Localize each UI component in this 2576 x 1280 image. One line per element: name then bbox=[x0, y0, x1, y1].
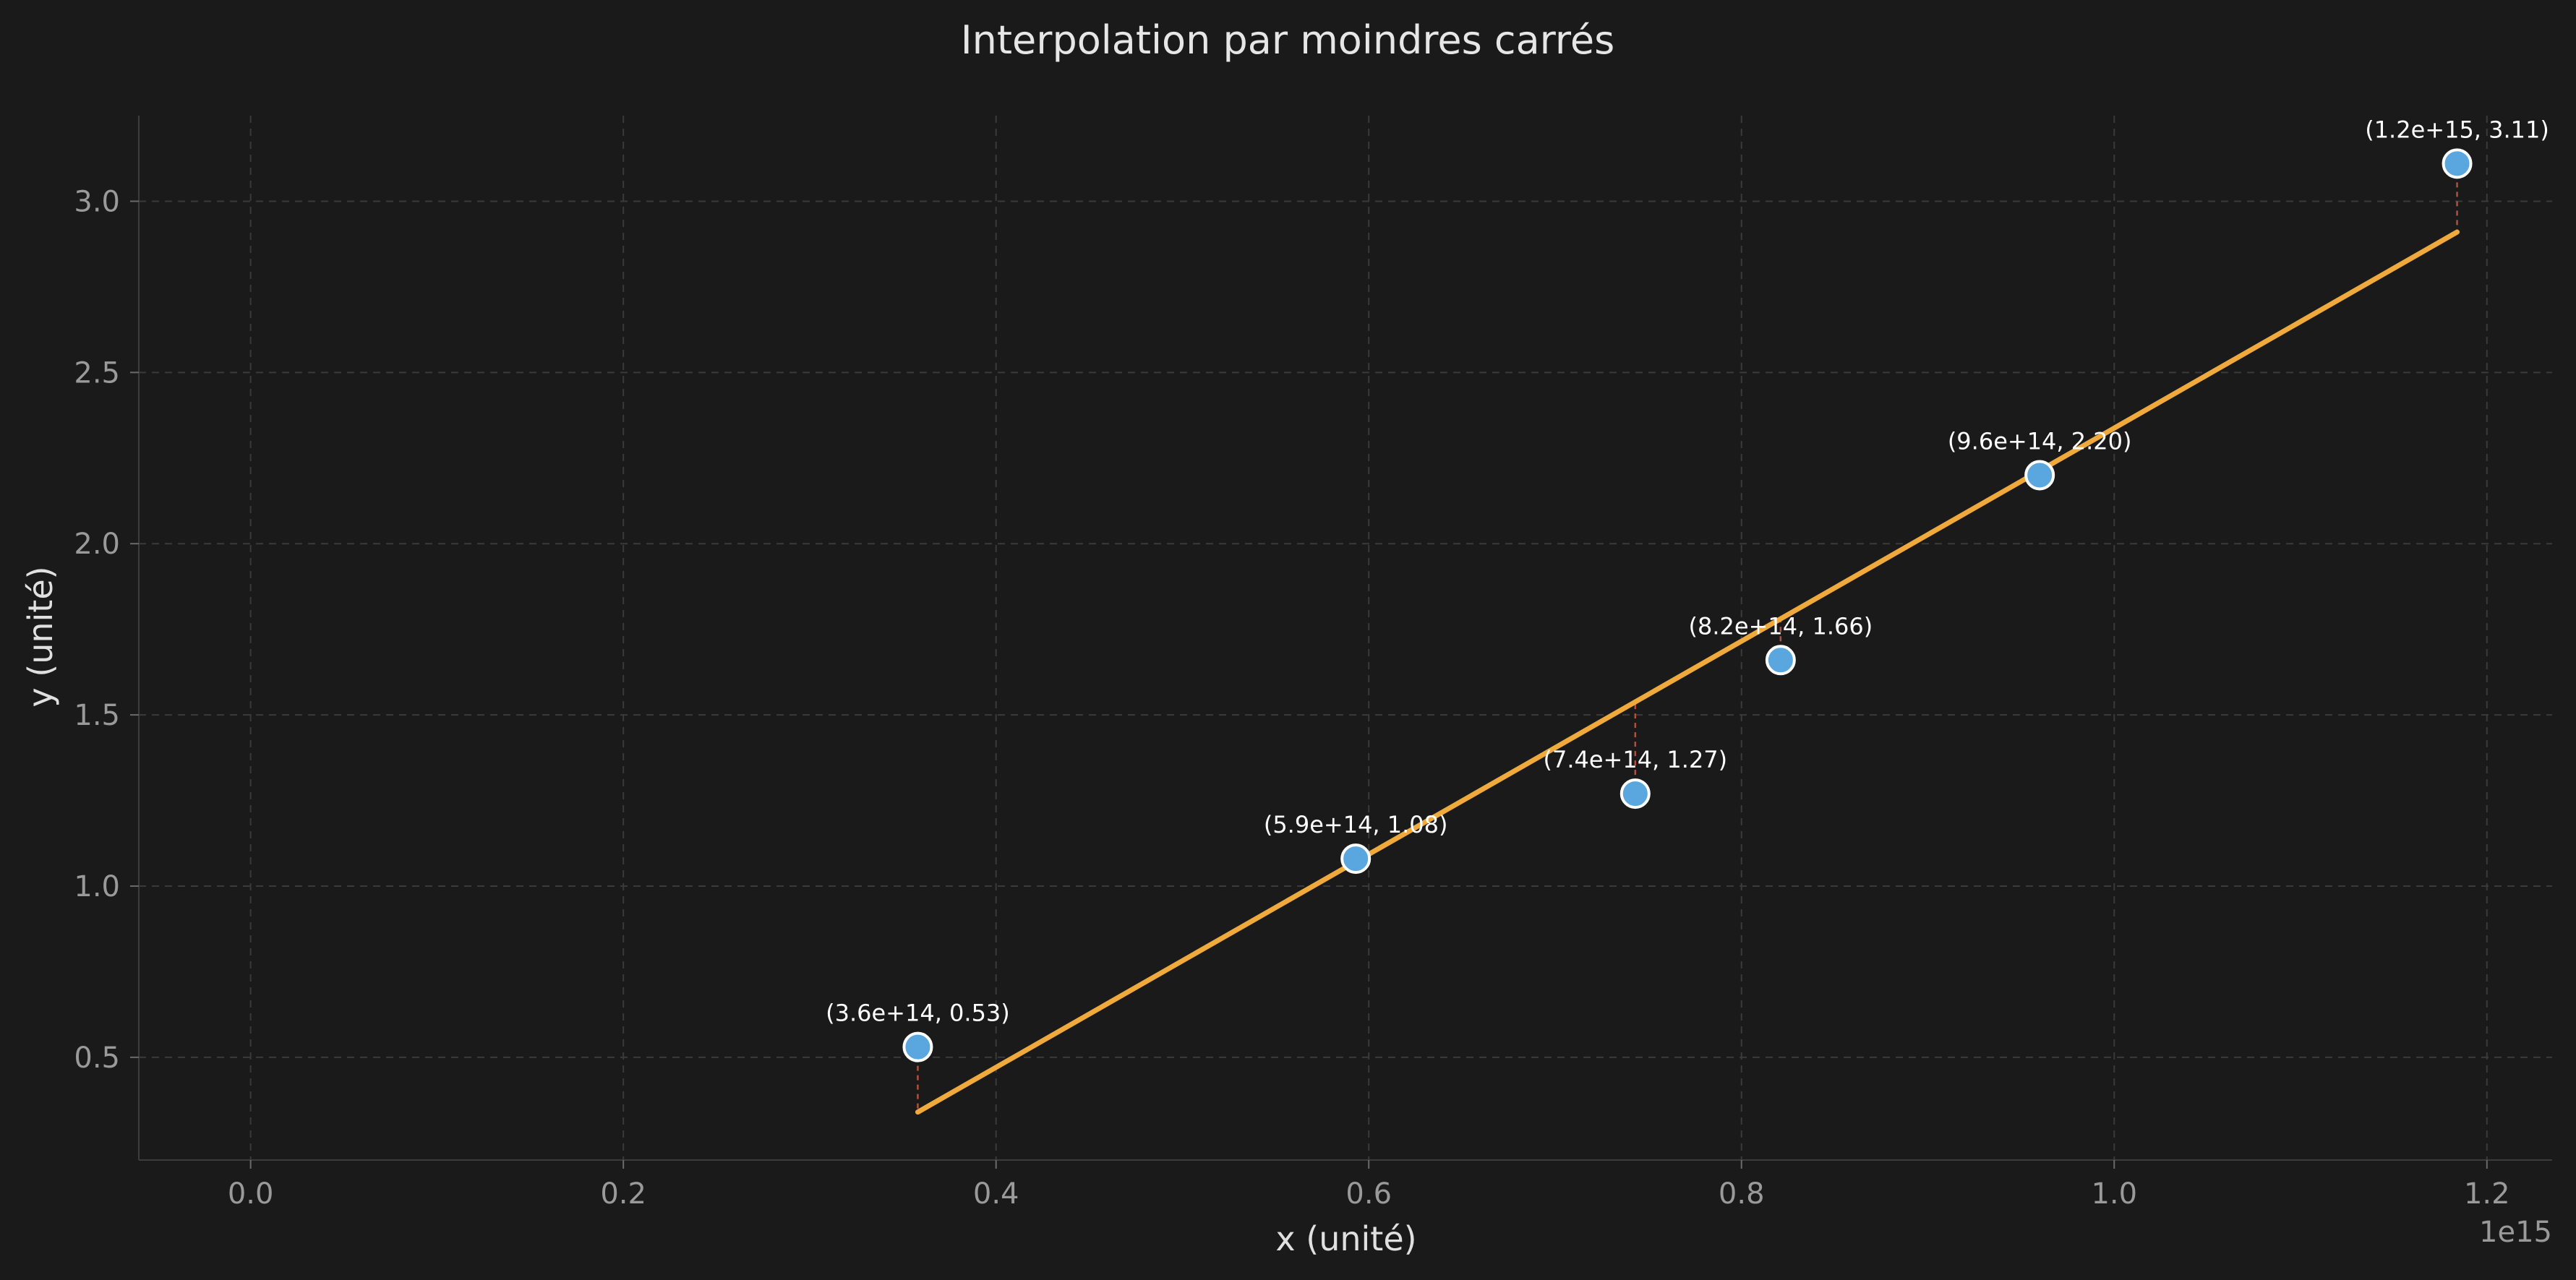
x-tick-label: 1.0 bbox=[2091, 1177, 2137, 1211]
data-point-label: (8.2e+14, 1.66) bbox=[1689, 612, 1873, 640]
residuals bbox=[917, 163, 2458, 1112]
y-tick-label: 1.0 bbox=[74, 870, 120, 903]
x-axis-label: x (unité) bbox=[1275, 1219, 1416, 1258]
fit-line-group bbox=[915, 229, 2460, 1115]
data-point bbox=[902, 1031, 933, 1062]
data-point bbox=[1340, 843, 1372, 875]
chart-title: Interpolation par moindres carrés bbox=[961, 17, 1615, 63]
y-tick-label: 2.5 bbox=[74, 356, 120, 390]
x-tick-label: 0.4 bbox=[973, 1177, 1019, 1211]
x-tick-label: 0.0 bbox=[228, 1177, 274, 1211]
y-tick-label: 0.5 bbox=[74, 1041, 120, 1075]
data-point-label: (3.6e+14, 0.53) bbox=[826, 1000, 1010, 1027]
data-point bbox=[2024, 460, 2055, 491]
x-tick-label: 0.6 bbox=[1345, 1177, 1392, 1211]
data-point-label: (9.6e+14, 2.20) bbox=[1948, 427, 2132, 455]
axes-spines bbox=[138, 116, 2552, 1161]
data-point-label: (1.2e+15, 3.11) bbox=[2365, 116, 2549, 143]
data-point-label: (5.9e+14, 1.08) bbox=[1264, 811, 1448, 838]
y-tick-label: 1.5 bbox=[74, 699, 120, 732]
grid bbox=[139, 116, 2552, 1160]
x-tick-label: 0.8 bbox=[1719, 1177, 1765, 1211]
ticks: 0.0 0.2 0.4 0.6 0.8 1.0 1.2 0.5 1.0 1.5 2.0 2.5 3.0 bbox=[74, 185, 2509, 1211]
y-tick-label: 2.0 bbox=[74, 528, 120, 561]
data-point bbox=[1765, 645, 1796, 676]
x-tick-label: 1.2 bbox=[2464, 1177, 2510, 1211]
y-tick-label: 3.0 bbox=[74, 185, 120, 218]
fit-line bbox=[915, 229, 2460, 1115]
data-point bbox=[2442, 148, 2473, 179]
data-point bbox=[1619, 778, 1651, 809]
x-axis-offset-label: 1e15 bbox=[2479, 1216, 2552, 1249]
x-tick-label: 0.2 bbox=[600, 1177, 646, 1211]
data-point-label: (7.4e+14, 1.27) bbox=[1543, 746, 1727, 773]
y-axis-label: y (unité) bbox=[21, 566, 60, 707]
data-points: (3.6e+14, 0.53) (5.9e+14, 1.08) (7.4e+14, … bbox=[826, 116, 2549, 1062]
